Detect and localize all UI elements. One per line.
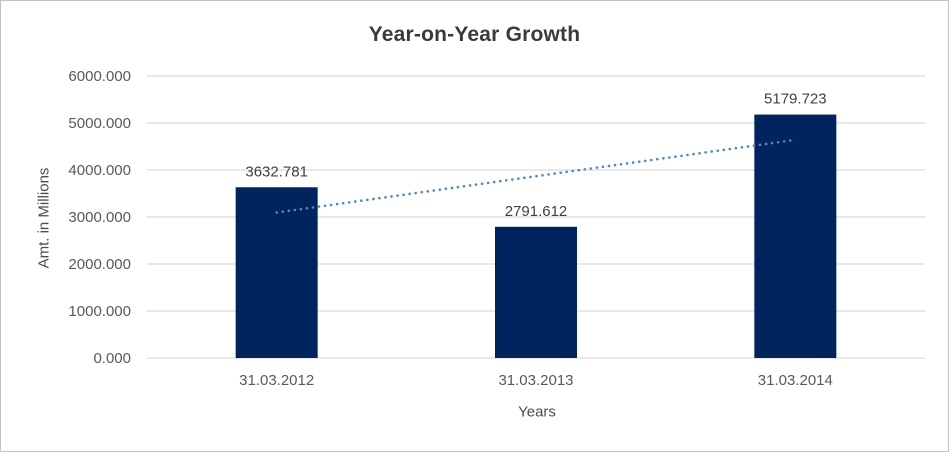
data-label: 2791.612 <box>505 203 568 220</box>
chart-title: Year-on-Year Growth <box>368 23 581 46</box>
x-category-label: 31.03.2013 <box>498 372 573 389</box>
x-axis-title: Years <box>518 403 556 421</box>
x-category-label: 31.03.2014 <box>758 372 833 389</box>
data-label: 5179.723 <box>764 91 827 108</box>
y-tick-label: 2000.000 <box>68 256 131 273</box>
y-tick-label: 1000.000 <box>68 303 131 320</box>
x-category-label: 31.03.2012 <box>239 372 314 389</box>
y-tick-label: 5000.000 <box>68 115 131 132</box>
y-tick-label: 4000.000 <box>68 162 131 179</box>
bar <box>754 114 837 359</box>
y-tick-label: 3000.000 <box>68 209 131 226</box>
y-axis-title: Amt. in Millions <box>35 167 53 269</box>
y-tick-label: 6000.000 <box>68 68 131 85</box>
trendline <box>275 138 797 214</box>
data-label: 3632.781 <box>245 163 308 180</box>
y-tick-label: 0.000 <box>93 350 131 367</box>
bar <box>235 187 318 358</box>
bar <box>495 226 577 358</box>
